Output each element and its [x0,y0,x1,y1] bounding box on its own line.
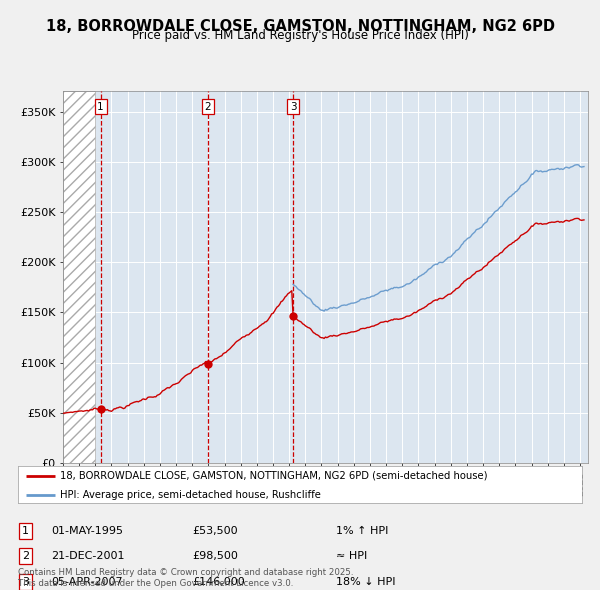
Text: 1: 1 [22,526,29,536]
Text: £53,500: £53,500 [192,526,238,536]
Text: 18% ↓ HPI: 18% ↓ HPI [336,577,395,586]
Text: 01-MAY-1995: 01-MAY-1995 [51,526,123,536]
Text: 18, BORROWDALE CLOSE, GAMSTON, NOTTINGHAM, NG2 6PD: 18, BORROWDALE CLOSE, GAMSTON, NOTTINGHA… [46,19,554,34]
Text: £98,500: £98,500 [192,552,238,561]
Text: ≈ HPI: ≈ HPI [336,552,367,561]
Text: 21-DEC-2001: 21-DEC-2001 [51,552,125,561]
Text: 1% ↑ HPI: 1% ↑ HPI [336,526,388,536]
Text: Price paid vs. HM Land Registry's House Price Index (HPI): Price paid vs. HM Land Registry's House … [131,30,469,42]
Text: 18, BORROWDALE CLOSE, GAMSTON, NOTTINGHAM, NG2 6PD (semi-detached house): 18, BORROWDALE CLOSE, GAMSTON, NOTTINGHA… [60,471,488,481]
Text: Contains HM Land Registry data © Crown copyright and database right 2025.
This d: Contains HM Land Registry data © Crown c… [18,568,353,588]
Text: 3: 3 [290,101,296,112]
Text: 2: 2 [22,552,29,561]
Text: 1: 1 [97,101,104,112]
Text: HPI: Average price, semi-detached house, Rushcliffe: HPI: Average price, semi-detached house,… [60,490,321,500]
Text: £146,000: £146,000 [192,577,245,586]
Text: 05-APR-2007: 05-APR-2007 [51,577,122,586]
Text: 3: 3 [22,577,29,586]
Bar [63,91,95,463]
Text: 2: 2 [205,101,211,112]
